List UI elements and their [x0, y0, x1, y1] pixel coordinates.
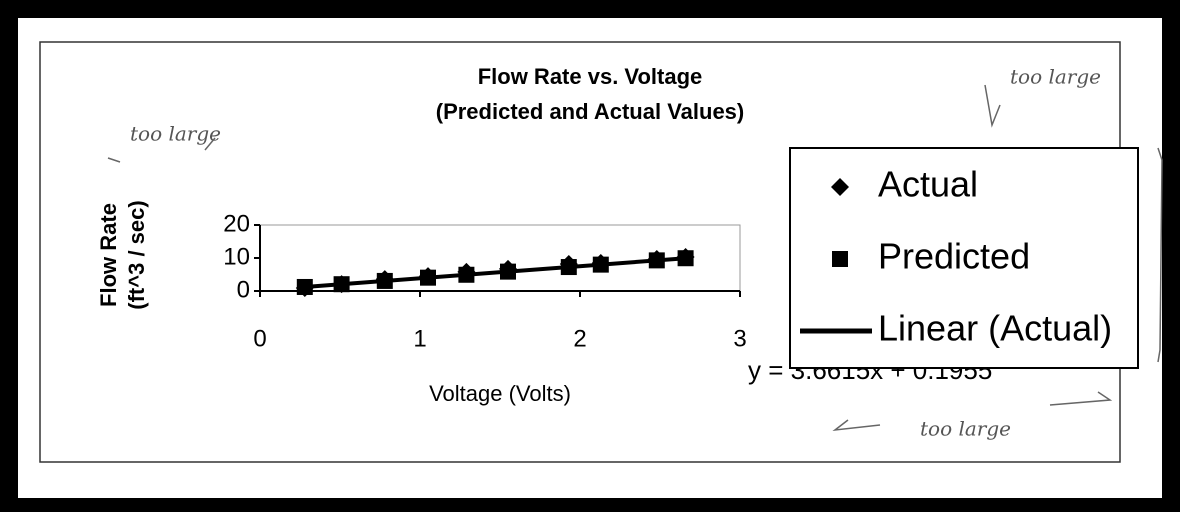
annotation: too large: [1010, 65, 1101, 89]
marker-square: [592, 256, 609, 273]
trendline: [304, 256, 686, 289]
y-tick-label: 0: [237, 276, 250, 303]
y-tick-label: 20: [223, 210, 250, 237]
marker-square: [500, 263, 516, 280]
x-tick-label: 3: [733, 325, 746, 352]
y-axis-label: (ft^3 / sec): [124, 200, 149, 309]
legend-label: Predicted: [878, 236, 1030, 277]
marker-square: [333, 276, 350, 293]
annotation: too large: [130, 122, 221, 146]
handwritten-marks: [107, 84, 1163, 432]
marker-diamond: [831, 178, 849, 196]
x-tick-label: 2: [573, 325, 586, 352]
y-tick-label: 10: [223, 243, 250, 270]
y-axis-label: Flow Rate: [96, 203, 121, 307]
x-axis-label: Voltage (Volts): [429, 381, 571, 406]
x-tick-label: 0: [253, 325, 266, 352]
marker-square: [560, 259, 577, 276]
marker-square: [296, 278, 313, 295]
legend-label: Actual: [878, 164, 978, 205]
annotation: too large: [920, 417, 1011, 441]
marker-square: [677, 250, 694, 267]
marker-square: [832, 251, 848, 267]
chart-title: Flow Rate vs. Voltage: [478, 64, 703, 89]
marker-square: [420, 269, 436, 286]
marker-square: [458, 266, 475, 283]
marker-square: [648, 252, 665, 269]
marker-square: [376, 272, 393, 289]
legend-label: Linear (Actual): [878, 308, 1112, 349]
chart-subtitle: (Predicted and Actual Values): [436, 99, 745, 124]
x-tick-label: 1: [413, 325, 426, 352]
